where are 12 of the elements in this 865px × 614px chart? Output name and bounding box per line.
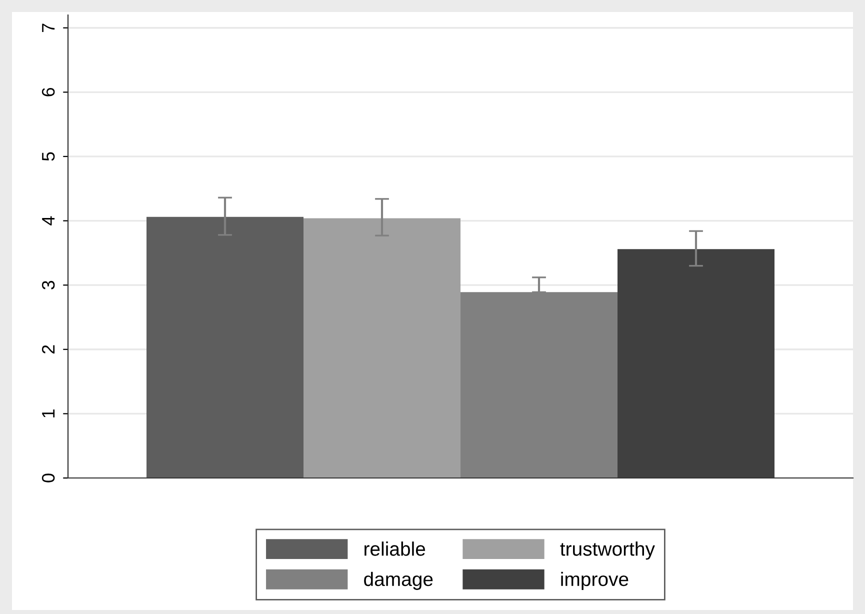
legend-label: improve [561,572,628,590]
y-tick-label: 0 [42,474,55,482]
legend-label: reliable [364,542,426,556]
y-tick-label: 2 [42,345,55,354]
legend-label: trustworthy [560,542,655,560]
y-tick-label: 3 [42,280,55,290]
y-tick-label: 1 [42,410,55,418]
y-tick-label: 6 [42,88,55,96]
y-tick-label: 5 [42,152,55,161]
y-tick-label: 4 [42,216,55,226]
legend-label: damage [364,572,433,590]
y-tick-label: 7 [42,24,55,32]
